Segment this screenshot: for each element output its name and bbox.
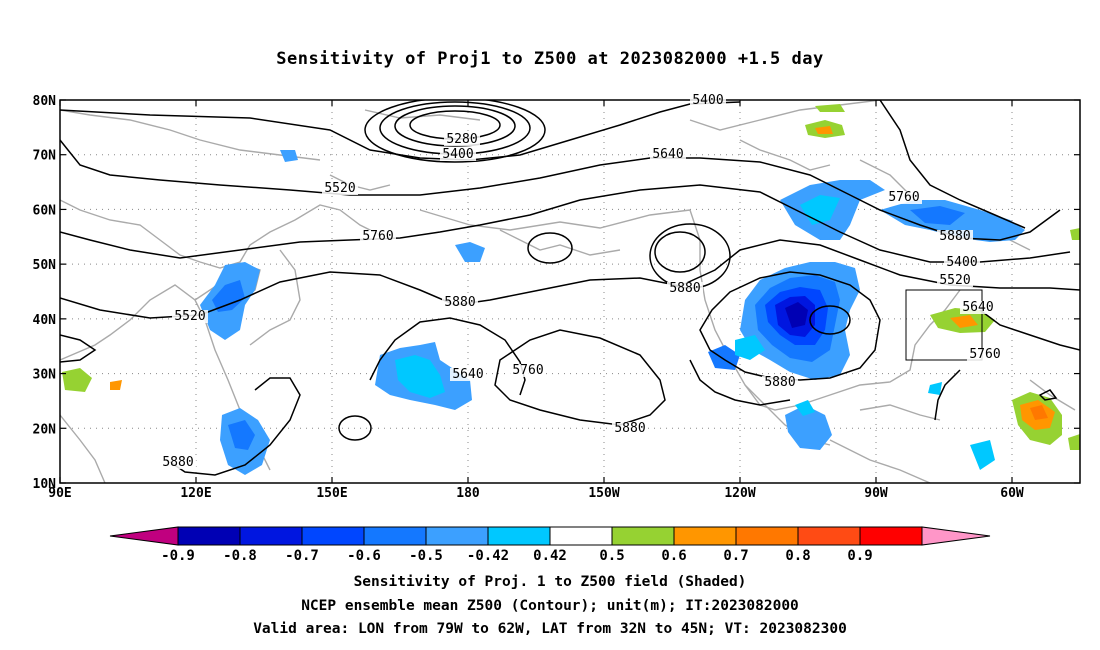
coastlines: [60, 100, 1076, 483]
contour-label: 5880: [444, 295, 475, 310]
colorbar-box: [487, 526, 551, 546]
colorbar-label: -0.8: [223, 548, 257, 564]
lat-tick-label: 80N: [33, 94, 57, 109]
colorbar-label: 0.42: [533, 548, 567, 564]
contour-label: 5760: [512, 363, 543, 378]
caption-valid-area: Valid area: LON from 79W to 62W, LAT fro…: [253, 621, 847, 637]
lon-tick-label: 150E: [316, 486, 347, 501]
lat-tick-label: 60N: [33, 203, 57, 218]
contour-label: 5880: [162, 455, 193, 470]
colorbar-label: 0.9: [847, 548, 872, 564]
lon-tick-label: 60W: [1000, 486, 1024, 501]
contour-label: 5520: [939, 273, 970, 288]
contour-label: 5640: [652, 147, 683, 162]
lon-tick-label: 150W: [588, 486, 619, 501]
valid-area-box: [905, 289, 983, 361]
lat-tick-label: 70N: [33, 149, 57, 164]
lon-tick-label: 180: [456, 486, 480, 501]
colorbar-box: [549, 526, 613, 546]
lon-tick-label: 120W: [724, 486, 755, 501]
contour-label: 5640: [962, 300, 993, 315]
contour-label: 5880: [614, 421, 645, 436]
contour-label: 5880: [669, 281, 700, 296]
contour-label: 5760: [362, 229, 393, 244]
contour-label: 5760: [888, 190, 919, 205]
colorbar-label: -0.7: [285, 548, 319, 564]
colorbar-box: [859, 526, 923, 546]
contour-label: 5520: [174, 309, 205, 324]
lon-tick-label: 90E: [48, 486, 71, 501]
z500-contours: [60, 100, 1080, 476]
colorbar-box: [239, 526, 303, 546]
contour-label: 5400: [946, 255, 977, 270]
lat-tick-label: 30N: [33, 368, 57, 383]
colorbar-box: [797, 526, 861, 546]
map-title: Sensitivity of Proj1 to Z500 at 20230820…: [276, 49, 824, 69]
contour-label: 5640: [452, 367, 483, 382]
lon-tick-label: 90W: [864, 486, 888, 501]
lat-tick-label: 50N: [33, 258, 57, 273]
caption-contour: NCEP ensemble mean Z500 (Contour); unit(…: [301, 598, 799, 614]
lat-tick-label: 20N: [33, 422, 57, 437]
contour-label: 5880: [939, 229, 970, 244]
lat-tick-label: 10N: [33, 477, 57, 492]
colorbar-box: [673, 526, 737, 546]
lat-tick-label: 40N: [33, 313, 57, 328]
colorbar-box: [177, 526, 241, 546]
colorbar-box: [301, 526, 365, 546]
colorbar-under-triangle: [109, 526, 179, 546]
grid-lines: [60, 100, 1080, 483]
contour-label: 5400: [442, 147, 473, 162]
contour-label: 5400: [692, 93, 723, 108]
contour-label: 5520: [324, 181, 355, 196]
colorbar-label: 0.8: [785, 548, 810, 564]
caption-shaded: Sensitivity of Proj. 1 to Z500 field (Sh…: [353, 574, 747, 590]
colorbar-label: -0.5: [409, 548, 443, 564]
contour-label: 5880: [764, 375, 795, 390]
contour-label: 5760: [969, 347, 1000, 362]
axis-ticks: 90E 120E 150E 180 150W 120W 90W 60W 80N 70N 60N 50N…: [33, 94, 1080, 501]
colorbar-label: -0.6: [347, 548, 381, 564]
colorbar-over-triangle: [921, 526, 991, 546]
colorbar-label: -0.9: [161, 548, 195, 564]
colorbar-label: -0.42: [467, 548, 509, 564]
colorbar-box: [425, 526, 489, 546]
colorbar-box: [735, 526, 799, 546]
contour-label: 5280: [446, 132, 477, 147]
lon-tick-label: 120E: [180, 486, 211, 501]
colorbar-label: 0.7: [723, 548, 748, 564]
colorbar-box: [363, 526, 427, 546]
colorbar-box: [611, 526, 675, 546]
colorbar-label: 0.6: [661, 548, 686, 564]
colorbar: -0.9 -0.8 -0.7 -0.6 -0.5 -0.42 0.42 0.5 0.6 0.7 0.…: [109, 526, 991, 564]
colorbar-label: 0.5: [599, 548, 624, 564]
